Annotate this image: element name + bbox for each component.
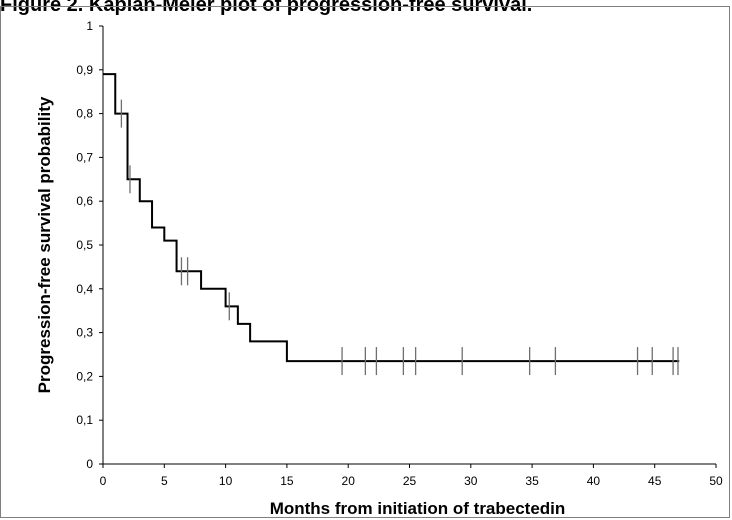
x-axis-title: Months from initiation of trabectedin xyxy=(270,499,566,518)
y-tick-label: 0 xyxy=(86,457,93,471)
y-tick-label: 1 xyxy=(86,19,93,33)
y-tick-label: 0,3 xyxy=(76,326,93,340)
y-tick-label: 0,6 xyxy=(76,194,93,208)
chart-frame xyxy=(0,6,730,518)
y-axis-title: Progression-free survival probability xyxy=(35,96,54,393)
y-tick-label: 0,9 xyxy=(76,63,93,77)
x-tick-label: 40 xyxy=(587,474,601,488)
x-tick-label: 25 xyxy=(403,474,417,488)
x-tick-label: 0 xyxy=(100,474,107,488)
x-tick-label: 35 xyxy=(525,474,539,488)
y-tick-label: 0,5 xyxy=(76,238,93,252)
y-tick-label: 0,4 xyxy=(76,282,93,296)
x-tick-label: 5 xyxy=(161,474,168,488)
y-tick-label: 0,8 xyxy=(76,107,93,121)
x-tick-label: 30 xyxy=(464,474,478,488)
x-tick-label: 15 xyxy=(280,474,294,488)
y-tick-label: 0,7 xyxy=(76,150,93,164)
x-tick-label: 45 xyxy=(648,474,662,488)
x-tick-label: 50 xyxy=(709,474,723,488)
survival-step-line xyxy=(103,73,680,363)
y-tick-label: 0,2 xyxy=(76,369,93,383)
x-tick-label: 20 xyxy=(342,474,356,488)
x-tick-label: 10 xyxy=(219,474,233,488)
figure-title: Figure 2. Kaplan-Meier plot of progressi… xyxy=(0,0,533,16)
y-tick-label: 0,1 xyxy=(76,413,93,427)
